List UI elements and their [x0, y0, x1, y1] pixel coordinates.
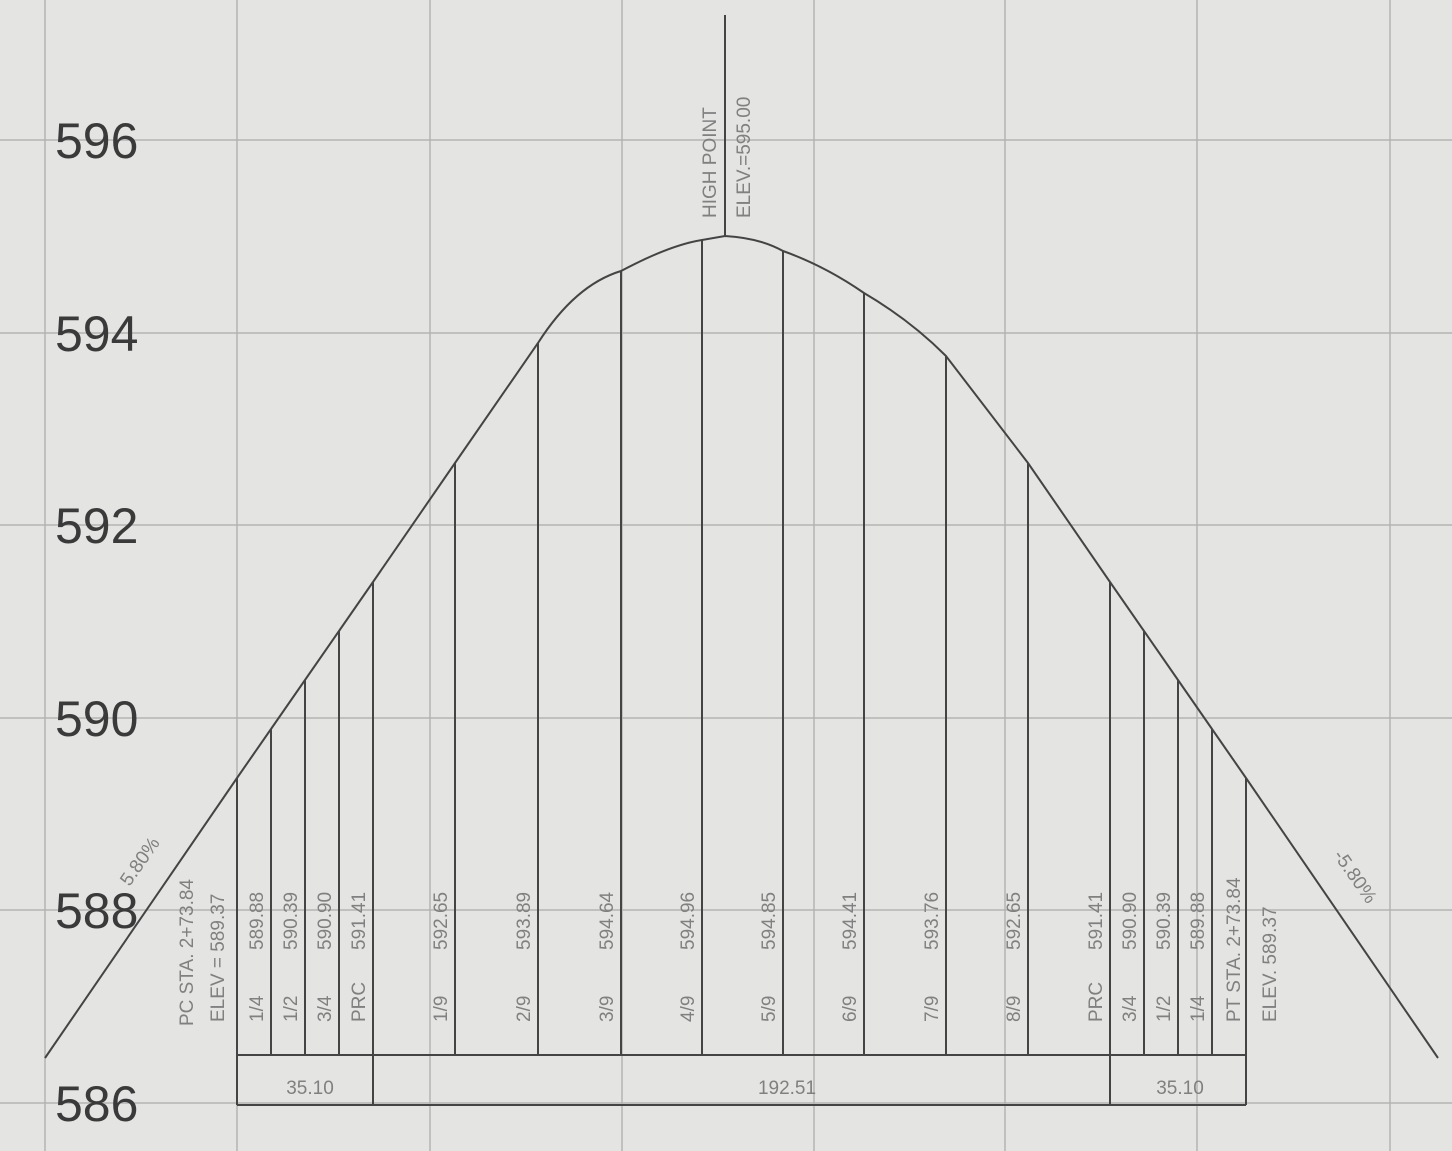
- dimension-label: 35.10: [1156, 1078, 1204, 1099]
- pc-elev: ELEV = 589.37: [208, 894, 229, 1022]
- station-elev: 591.41: [1086, 892, 1107, 950]
- station-elev: 589.88: [1188, 892, 1209, 950]
- station-label: PRC: [1086, 982, 1107, 1022]
- station-label: 1/9: [431, 996, 452, 1022]
- station-label: 7/9: [922, 996, 943, 1022]
- dimension-label: 35.10: [286, 1078, 334, 1099]
- station-label: 3/4: [315, 995, 336, 1022]
- station-elev: 594.85: [759, 892, 780, 950]
- station-elev: 590.39: [1154, 892, 1175, 950]
- station-elev: 594.96: [678, 892, 699, 950]
- pt-station: PT STA. 2+73.84: [1224, 877, 1245, 1022]
- station-elev: 592.65: [431, 892, 452, 950]
- station-label: 2/9: [514, 996, 535, 1022]
- axis-label: 588: [55, 883, 138, 939]
- axis-label: 586: [55, 1076, 138, 1132]
- axis-label: 594: [55, 306, 138, 362]
- station-elev: 590.90: [1120, 892, 1141, 950]
- high-point-title: HIGH POINT: [700, 107, 721, 218]
- dimension-label: 192.51: [758, 1078, 816, 1099]
- station-elev: 594.41: [840, 892, 861, 950]
- station-label: 3/9: [597, 996, 618, 1022]
- station-elev: 590.90: [315, 892, 336, 950]
- station-elev: 593.76: [922, 892, 943, 950]
- station-label: 1/2: [281, 996, 302, 1022]
- station-label: 4/9: [678, 996, 699, 1022]
- station-elev: 594.64: [597, 891, 618, 950]
- station-label: 8/9: [1004, 996, 1025, 1022]
- profile-curve: [44, 234, 1439, 1059]
- high-point-elev: ELEV.=595.00: [734, 97, 755, 218]
- axis-label: 596: [55, 113, 138, 169]
- pt-elev: ELEV. 589.37: [1260, 906, 1281, 1022]
- station-label: PRC: [349, 982, 370, 1022]
- pc-station: PC STA. 2+73.84: [177, 879, 198, 1026]
- station-label: 1/2: [1154, 996, 1175, 1022]
- station-elev: 589.88: [247, 892, 268, 950]
- station-label: 1/4: [247, 995, 268, 1022]
- station-label: 3/4: [1120, 995, 1141, 1022]
- station-elev: 590.39: [281, 892, 302, 950]
- station-label: 5/9: [759, 996, 780, 1022]
- axis-label: 590: [55, 691, 138, 747]
- station-elev: 593.89: [514, 892, 535, 950]
- station-label: 1/4: [1188, 995, 1209, 1022]
- station-elev: 592.65: [1004, 892, 1025, 950]
- axis-label: 592: [55, 498, 138, 554]
- station-label: 6/9: [840, 996, 861, 1022]
- station-elev: 591.41: [349, 892, 370, 950]
